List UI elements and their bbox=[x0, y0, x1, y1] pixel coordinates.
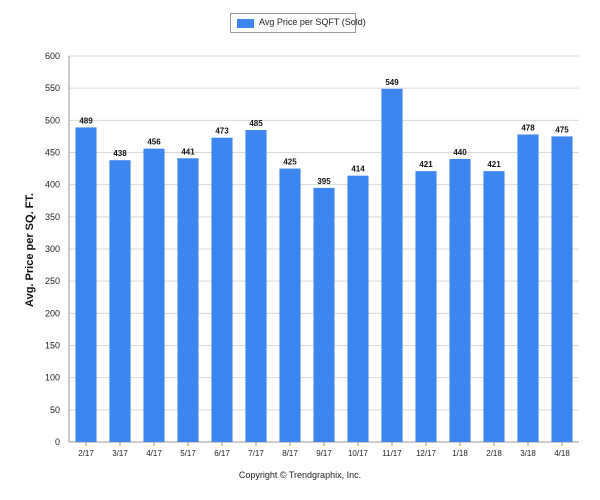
bar bbox=[109, 160, 131, 442]
y-tick-label: 50 bbox=[50, 405, 60, 415]
y-tick-label: 500 bbox=[45, 115, 60, 125]
bar bbox=[551, 136, 573, 442]
bar bbox=[347, 175, 369, 442]
data-label: 440 bbox=[453, 148, 467, 157]
data-label: 395 bbox=[317, 177, 331, 186]
y-tick-label: 450 bbox=[45, 148, 60, 158]
legend-label: Avg Price per SQFT (Sold) bbox=[259, 17, 366, 27]
x-tick-label: 8/17 bbox=[282, 449, 298, 458]
data-label: 485 bbox=[249, 119, 263, 128]
data-label: 489 bbox=[79, 116, 93, 125]
data-label: 421 bbox=[419, 160, 433, 169]
bar bbox=[245, 129, 267, 442]
x-tick-label: 10/17 bbox=[348, 449, 369, 458]
y-tick-label: 100 bbox=[45, 373, 60, 383]
x-tick-label: 2/18 bbox=[486, 449, 502, 458]
y-tick-label: 550 bbox=[45, 83, 60, 93]
data-label: 456 bbox=[147, 138, 161, 147]
bar bbox=[177, 158, 199, 443]
bar bbox=[313, 187, 335, 442]
bar bbox=[381, 88, 403, 442]
data-label: 414 bbox=[351, 165, 365, 174]
y-tick-label: 400 bbox=[45, 180, 60, 190]
bar bbox=[415, 171, 437, 442]
x-tick-label: 4/18 bbox=[554, 449, 570, 458]
y-tick-label: 0 bbox=[55, 437, 60, 447]
bar bbox=[517, 134, 539, 442]
x-tick-label: 9/17 bbox=[316, 449, 332, 458]
x-tick-label: 7/17 bbox=[248, 449, 264, 458]
data-label: 549 bbox=[385, 78, 399, 87]
data-label: 421 bbox=[487, 160, 501, 169]
data-label: 441 bbox=[181, 147, 195, 156]
data-label: 473 bbox=[215, 127, 229, 136]
y-tick-label: 150 bbox=[45, 341, 60, 351]
x-tick-label: 2/17 bbox=[78, 449, 94, 458]
data-label: 438 bbox=[113, 149, 127, 158]
legend-swatch bbox=[237, 19, 254, 28]
y-axis-title: Avg. Price per SQ. FT. bbox=[24, 193, 36, 307]
x-tick-label: 1/18 bbox=[452, 449, 468, 458]
data-label: 475 bbox=[555, 125, 569, 134]
y-tick-label: 600 bbox=[45, 51, 60, 61]
bar bbox=[75, 127, 97, 442]
x-tick-label: 3/17 bbox=[112, 449, 128, 458]
x-tick-label: 4/17 bbox=[146, 449, 162, 458]
bar bbox=[483, 171, 505, 442]
bar bbox=[143, 148, 165, 442]
y-tick-label: 200 bbox=[45, 308, 60, 318]
x-tick-label: 3/18 bbox=[520, 449, 536, 458]
x-tick-label: 5/17 bbox=[180, 449, 196, 458]
y-tick-label: 250 bbox=[45, 276, 60, 286]
x-tick-label: 11/17 bbox=[382, 449, 402, 458]
x-tick-label: 6/17 bbox=[214, 449, 230, 458]
legend: Avg Price per SQFT (Sold) bbox=[230, 13, 366, 33]
y-tick-label: 300 bbox=[45, 244, 60, 254]
bar bbox=[279, 168, 301, 443]
copyright-text: Copyright © Trendgraphix, Inc. bbox=[238, 470, 362, 480]
data-label: 425 bbox=[283, 158, 297, 167]
bar bbox=[211, 137, 233, 442]
x-tick-label: 12/17 bbox=[416, 449, 437, 458]
y-tick-label: 350 bbox=[45, 212, 60, 222]
bar bbox=[449, 158, 471, 442]
data-label: 478 bbox=[521, 123, 535, 132]
